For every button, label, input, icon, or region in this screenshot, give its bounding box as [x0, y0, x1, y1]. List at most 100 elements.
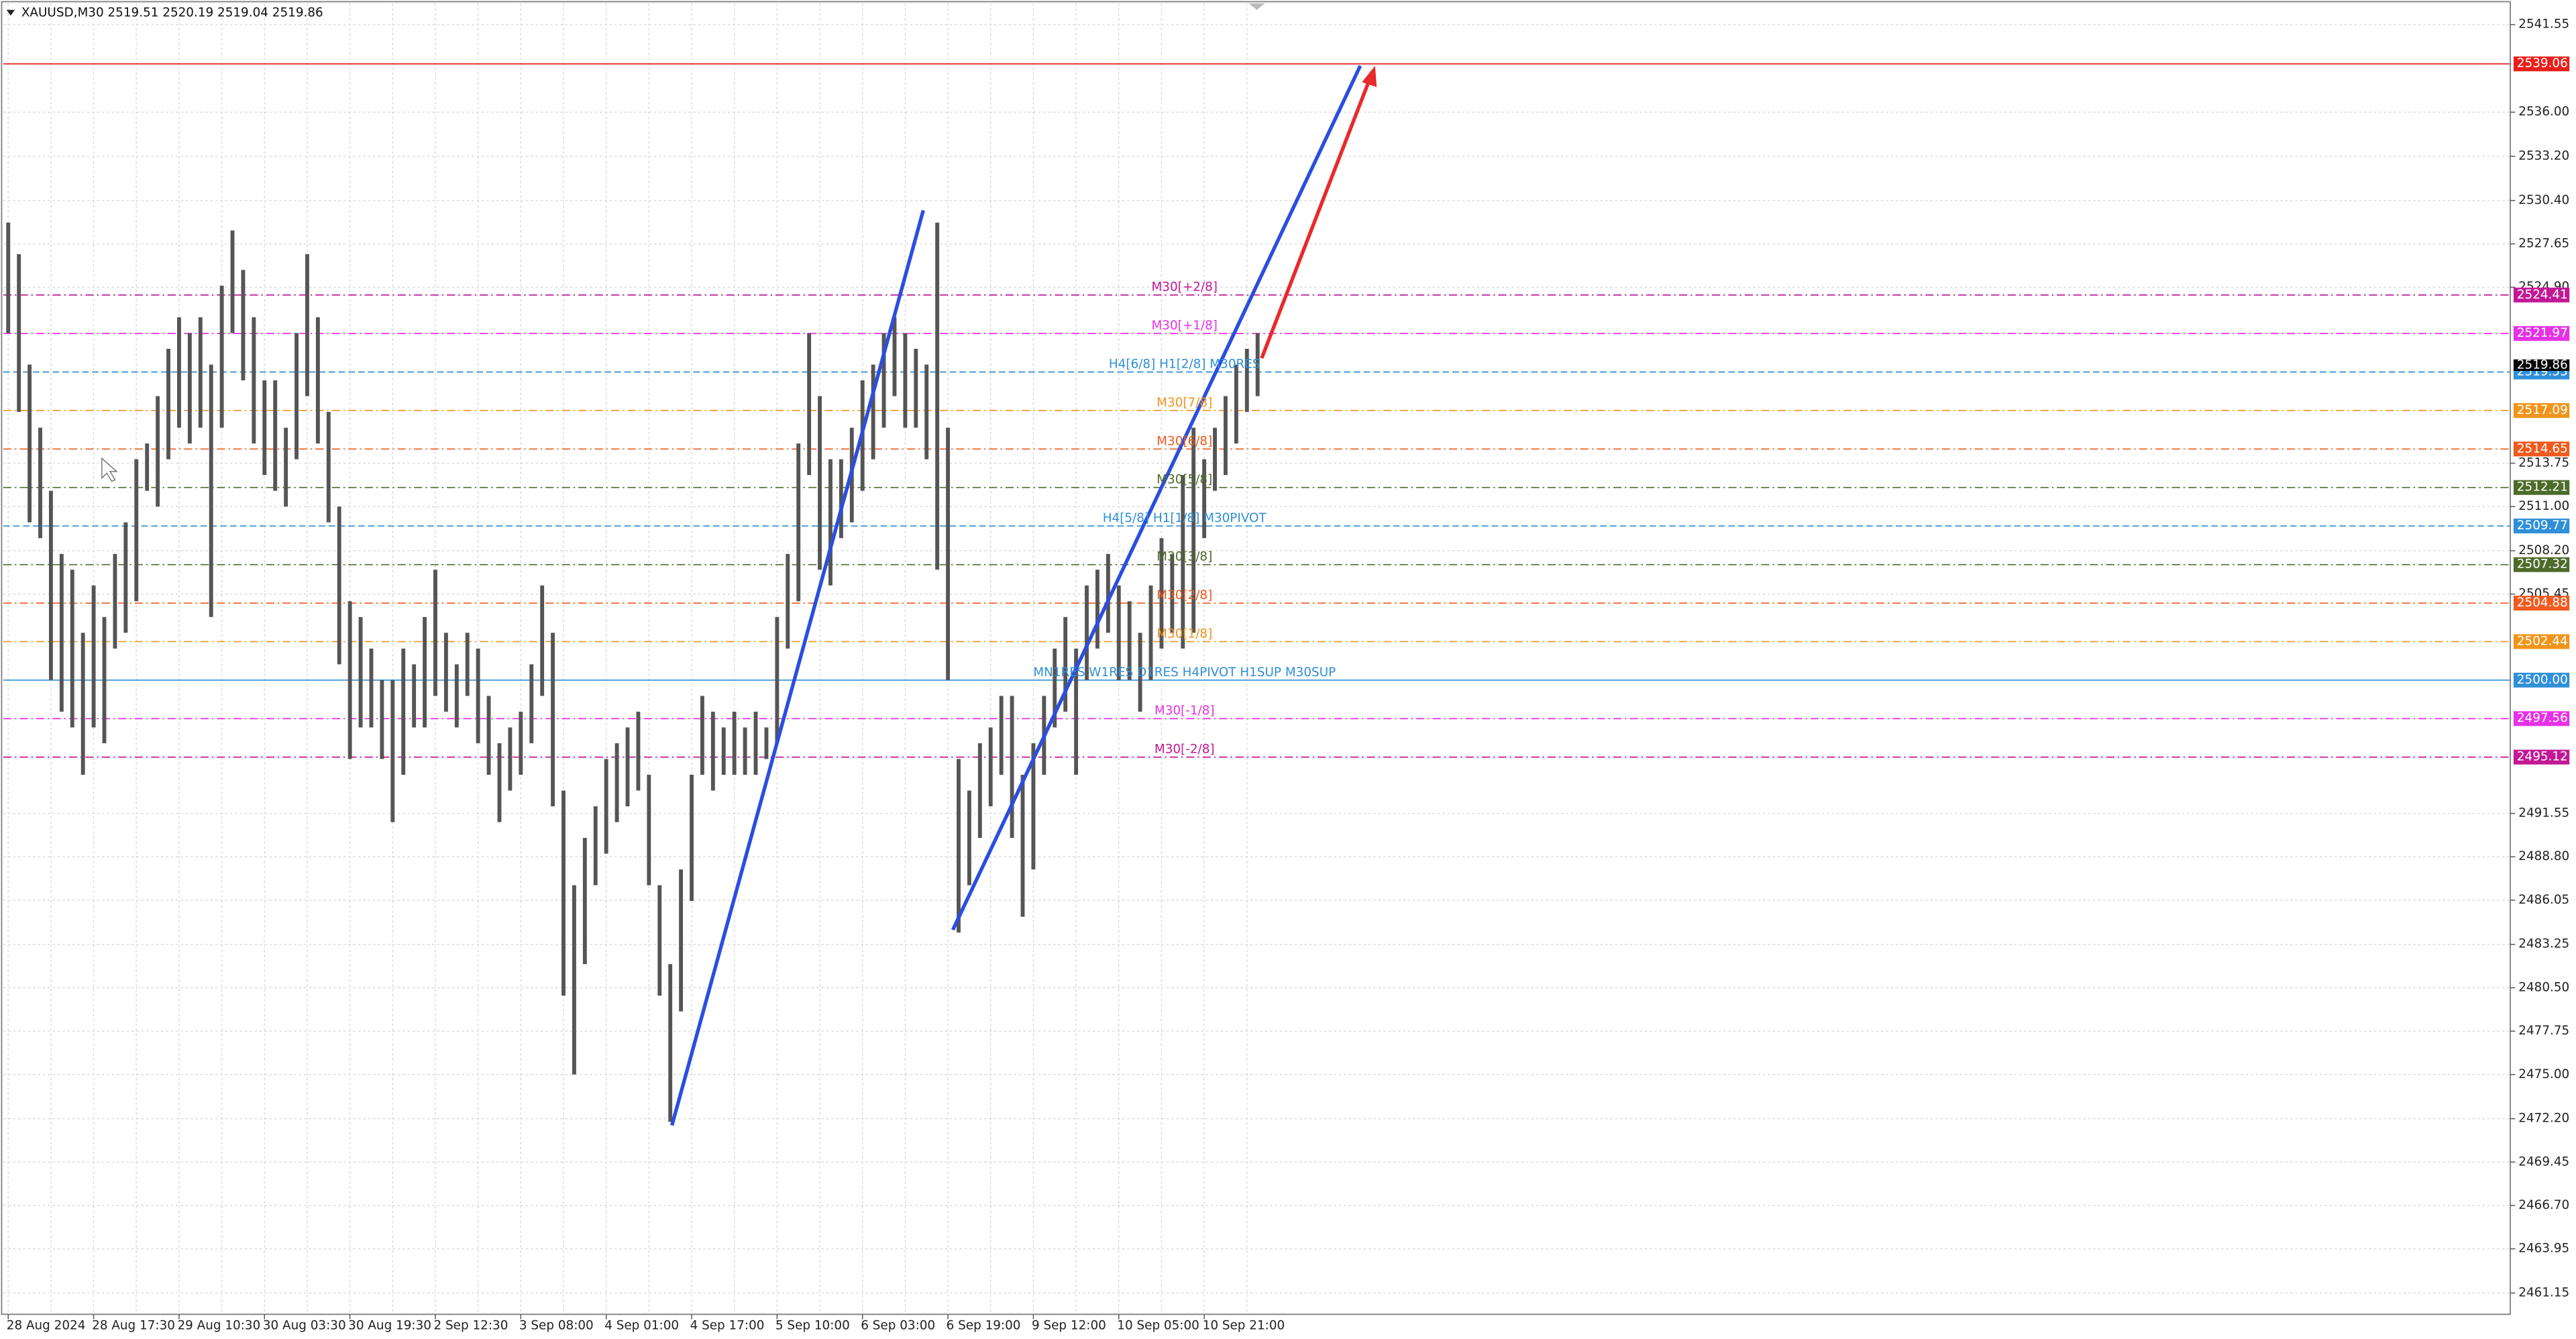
price-bar	[6, 222, 11, 333]
level-label: M30[5/8]	[1157, 473, 1212, 487]
y-tick-label: 2472.20	[2518, 1112, 2569, 1126]
level-price-box	[2513, 749, 2570, 765]
price-bar	[668, 964, 673, 1122]
x-tick-label: 4 Sep 17:00	[690, 1318, 765, 1332]
price-bar	[454, 664, 459, 728]
level-label: M30[2/8]	[1157, 588, 1212, 602]
level-label: MN1RES W1RES D1RES H4PIVOT H1SUP M30SUP	[1033, 665, 1336, 680]
level-label: M30[6/8]	[1157, 434, 1212, 448]
price-bar	[903, 333, 908, 428]
price-bar	[1213, 427, 1217, 491]
level-label: M30[7/8]	[1157, 396, 1212, 410]
price-bar	[284, 427, 288, 507]
price-bar	[519, 711, 523, 775]
x-tick-label: 10 Sep 21:00	[1203, 1318, 1285, 1332]
price-bar	[305, 254, 309, 396]
y-tick-label: 2508.20	[2518, 543, 2569, 557]
price-bar	[1085, 585, 1089, 680]
y-tick-label: 2466.70	[2518, 1198, 2569, 1212]
symbol-menu[interactable]	[6, 9, 15, 16]
y-tick-label: 2463.95	[2518, 1242, 2569, 1256]
x-tick-label: 6 Sep 19:00	[947, 1318, 1021, 1332]
price-bar	[433, 570, 437, 696]
price-bar	[412, 664, 417, 728]
price-bar	[935, 222, 940, 570]
price-bar	[871, 364, 875, 460]
level-price: 2502.44	[2517, 634, 2568, 648]
price-bar	[1074, 648, 1079, 775]
price-bar	[187, 333, 192, 444]
price-bar	[1053, 648, 1057, 728]
price-bar	[273, 380, 278, 491]
price-bar	[657, 885, 662, 996]
x-tick-label: 10 Sep 05:00	[1117, 1318, 1199, 1332]
price-bar	[1116, 585, 1121, 680]
y-tick-label: 2491.55	[2518, 806, 2569, 820]
price-bar	[145, 443, 150, 491]
chart-title: XAUUSD,M30 2519.51 2520.19 2519.04 2519.…	[21, 6, 323, 20]
price-bar	[839, 459, 843, 539]
price-bar	[465, 633, 470, 696]
trendline	[951, 64, 1362, 931]
price-bar	[390, 680, 395, 822]
level-label: M30[+2/8]	[1151, 280, 1217, 294]
price-bar	[743, 727, 747, 775]
price-bar	[28, 364, 32, 523]
x-tick-label: 5 Sep 10:00	[775, 1318, 850, 1332]
level-label: H4[6/8] H1[2/8] M30RES	[1109, 358, 1260, 372]
price-bar	[796, 443, 801, 602]
x-tick-label: 9 Sep 12:00	[1032, 1318, 1106, 1332]
price-bar	[1170, 553, 1175, 633]
price-bar	[1255, 333, 1260, 396]
y-tick-label: 2536.00	[2518, 105, 2569, 119]
cursor	[101, 457, 118, 482]
price-bar	[497, 743, 502, 822]
last-price: 2519.86	[2517, 358, 2568, 372]
level-label: M30[+1/8]	[1151, 319, 1217, 333]
y-tick-label: 2461.15	[2518, 1285, 2569, 1299]
price-bar	[1031, 743, 1036, 870]
price-bar	[753, 711, 758, 775]
price-bar	[1020, 774, 1025, 917]
level-price-box	[2513, 403, 2570, 418]
level-price: 2504.88	[2517, 596, 2568, 610]
price-bar	[241, 270, 246, 381]
price-bar	[1159, 538, 1164, 649]
y-tick-label: 2477.75	[2518, 1024, 2569, 1038]
price-bar	[59, 553, 64, 712]
price-bar	[977, 743, 982, 839]
price-bar	[988, 727, 993, 806]
last-price-box	[2513, 359, 2570, 371]
level-price-box	[2513, 56, 2570, 72]
price-bar	[540, 585, 545, 696]
x-tick-label: 28 Aug 2024	[7, 1318, 86, 1332]
level-price-box	[2513, 672, 2570, 688]
level-price: 2539.06	[2517, 56, 2568, 70]
price-bar	[347, 601, 352, 759]
price-bar	[999, 696, 1004, 775]
price-bar	[262, 380, 267, 476]
price-bar	[1148, 585, 1153, 680]
price-bar	[786, 553, 790, 649]
price-bar	[914, 348, 918, 428]
price-bar	[1244, 348, 1249, 413]
level-label: M30[1/8]	[1157, 627, 1212, 641]
y-tick-label: 2483.25	[2518, 937, 2569, 951]
level-price: 2517.09	[2517, 403, 2568, 417]
price-bar	[572, 885, 576, 1075]
price-bar	[967, 790, 971, 886]
price-bar	[679, 869, 684, 1012]
price-bar	[102, 617, 107, 743]
price-bar	[230, 230, 235, 333]
y-tick-label: 2541.55	[2518, 17, 2569, 32]
level-price-box	[2513, 480, 2570, 495]
price-bar	[957, 759, 961, 933]
y-tick-label: 2488.80	[2518, 849, 2569, 863]
level-price: 2509.77	[2517, 519, 2568, 533]
price-bar	[1095, 570, 1099, 649]
price-bar	[828, 459, 833, 586]
price-bar	[252, 317, 256, 444]
price-bar	[113, 553, 117, 649]
level-price: 2524.41	[2517, 288, 2568, 302]
